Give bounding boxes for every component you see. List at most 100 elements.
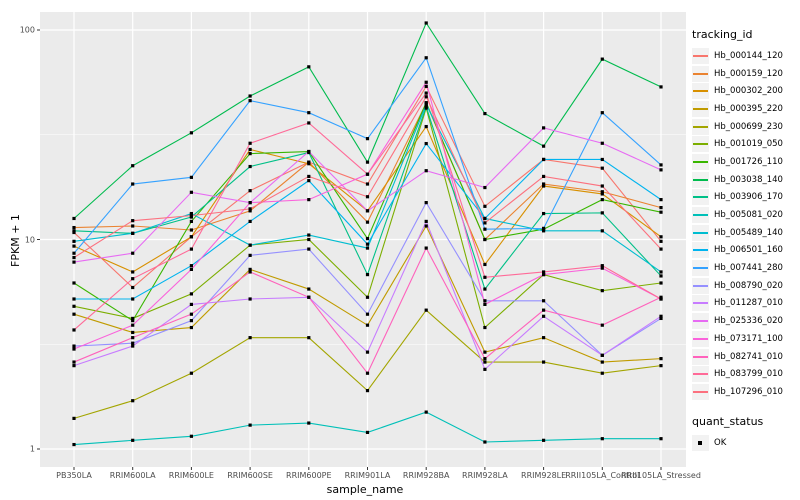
legend-item-label: Hb_006501_160 xyxy=(714,245,783,256)
data-point xyxy=(131,323,135,327)
legend-key-icon xyxy=(692,207,709,224)
data-point xyxy=(131,219,135,223)
data-point xyxy=(600,141,604,145)
data-point xyxy=(307,247,311,251)
legend-item-label: Hb_001726_110 xyxy=(714,156,783,167)
legend-item: Hb_007441_280 xyxy=(692,259,798,277)
legend-key-icon xyxy=(692,65,709,82)
legend-color-line xyxy=(693,231,708,234)
data-point xyxy=(365,209,370,213)
data-point xyxy=(424,101,428,105)
x-tick-label: RRIM600SE xyxy=(227,471,273,480)
data-point xyxy=(483,237,487,242)
data-point xyxy=(248,141,252,145)
data-point xyxy=(424,141,428,146)
data-point xyxy=(307,121,311,125)
data-point xyxy=(424,308,428,312)
data-point xyxy=(659,235,663,239)
data-point xyxy=(131,277,135,281)
data-point xyxy=(131,182,135,186)
data-point xyxy=(483,299,487,303)
data-point xyxy=(424,56,428,60)
legend-item: Hb_005489_140 xyxy=(692,224,798,242)
data-point xyxy=(600,166,604,170)
data-point xyxy=(131,285,135,290)
data-point xyxy=(365,430,370,435)
legend-key-icon xyxy=(692,366,709,383)
data-point xyxy=(483,221,487,225)
legend-color-line xyxy=(693,143,708,146)
x-tick-label: RRII105LA_Stressed xyxy=(621,471,701,480)
data-point xyxy=(131,438,135,442)
legend-color-line xyxy=(693,178,708,181)
data-point xyxy=(483,185,487,190)
legend-color-line xyxy=(693,390,708,393)
data-point xyxy=(248,336,252,340)
legend-key-icon xyxy=(692,260,709,277)
legend-item-label: Hb_007441_280 xyxy=(714,263,783,274)
data-point xyxy=(248,209,252,213)
data-point xyxy=(600,360,604,364)
data-point xyxy=(365,323,370,327)
legend-item-label: Hb_000699_230 xyxy=(714,121,783,132)
data-point xyxy=(600,184,604,188)
data-point xyxy=(307,174,311,179)
data-point xyxy=(600,371,604,375)
data-point xyxy=(189,325,193,330)
legend-color-line xyxy=(693,320,708,323)
legend-key-icon xyxy=(692,100,709,117)
data-point xyxy=(248,152,252,156)
data-point xyxy=(542,299,546,303)
data-point xyxy=(307,149,311,154)
data-point xyxy=(542,174,546,179)
legend-key-icon xyxy=(692,153,709,170)
legend-item-label: Hb_005081_020 xyxy=(714,210,783,221)
data-point xyxy=(365,236,370,241)
data-point xyxy=(307,65,311,69)
legend-color-line xyxy=(693,302,708,305)
data-point xyxy=(365,246,370,250)
data-point xyxy=(600,211,604,215)
data-point xyxy=(189,175,193,179)
quant-item-label: OK xyxy=(714,437,727,448)
data-point xyxy=(659,316,663,321)
data-point xyxy=(600,190,604,194)
data-point xyxy=(72,229,76,233)
data-point xyxy=(424,21,428,25)
legend-color-line xyxy=(693,249,708,252)
data-point xyxy=(72,297,76,301)
data-point xyxy=(542,229,546,233)
legend-item: Hb_011287_010 xyxy=(692,295,798,313)
data-point xyxy=(424,103,428,107)
data-point xyxy=(189,319,193,323)
x-axis-title: sample_name xyxy=(326,483,404,496)
legend-item-label: Hb_107296_010 xyxy=(714,386,783,397)
legend-item-label: Hb_011287_010 xyxy=(714,298,783,309)
data-point xyxy=(659,314,663,318)
data-point xyxy=(248,423,252,427)
data-point xyxy=(248,207,252,211)
data-point xyxy=(248,297,252,301)
x-tick-label: RRIM600LE xyxy=(168,471,214,480)
data-point xyxy=(189,219,193,224)
data-point xyxy=(248,253,252,257)
data-point xyxy=(72,344,76,348)
data-point xyxy=(600,289,604,293)
data-point xyxy=(659,274,663,278)
data-point xyxy=(365,272,370,277)
data-point xyxy=(659,281,663,285)
data-point xyxy=(307,295,311,299)
data-point xyxy=(542,211,546,216)
data-point xyxy=(365,371,370,375)
data-point xyxy=(542,272,546,277)
data-point xyxy=(131,316,135,321)
legend-item: Hb_000159_120 xyxy=(692,65,798,83)
data-point xyxy=(307,179,311,183)
legend-items: Hb_000144_120 Hb_000159_120 Hb_000302_200 H… xyxy=(692,47,798,401)
data-point xyxy=(365,350,370,354)
data-point xyxy=(131,270,135,274)
data-point xyxy=(72,347,76,351)
legend-color-line xyxy=(693,72,708,75)
data-point xyxy=(307,287,311,291)
